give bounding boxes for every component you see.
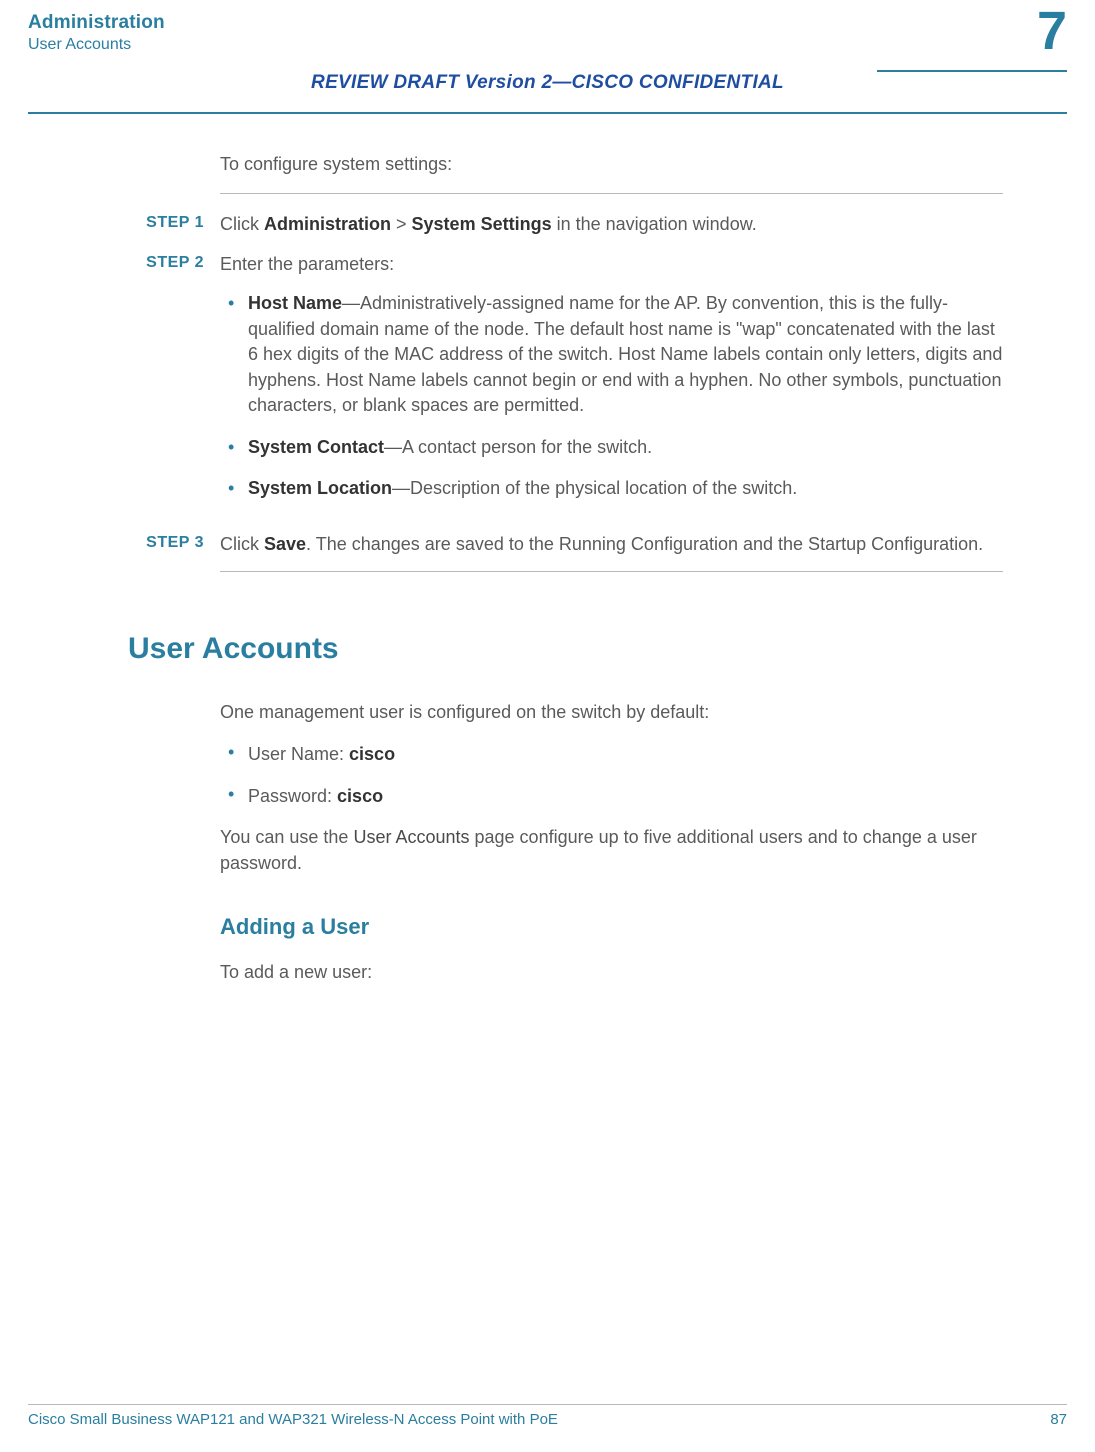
- footer-page-number: 87: [1050, 1411, 1067, 1428]
- step-text: >: [391, 214, 412, 234]
- step-row: STEP 3 Click Save. The changes are saved…: [120, 532, 1003, 558]
- subsection-intro: To add a new user:: [220, 960, 1003, 986]
- bullet-rest: —A contact person for the switch.: [384, 437, 652, 457]
- header-title: Administration: [28, 12, 1067, 34]
- bullet-text: Host Name—Administratively-assigned name…: [248, 291, 1003, 419]
- step-label: STEP 1: [120, 212, 220, 238]
- header-subtitle: User Accounts: [28, 36, 1067, 54]
- step-text: Click: [220, 534, 264, 554]
- step-text: Enter the parameters:: [220, 254, 394, 274]
- usage-text: You can use the User Accounts page confi…: [220, 825, 1003, 876]
- steps-bottom-rule: [220, 571, 1003, 572]
- page-content: To configure system settings: STEP 1 Cli…: [0, 114, 1095, 986]
- page-header: Administration User Accounts 7 REVIEW DR…: [0, 0, 1095, 94]
- footer-product: Cisco Small Business WAP121 and WAP321 W…: [28, 1411, 558, 1428]
- bullet-marker-icon: •: [220, 435, 248, 461]
- bullet-list: • Host Name—Administratively-assigned na…: [220, 291, 1003, 502]
- section-block: User Accounts One management user is con…: [220, 632, 1003, 985]
- bullet-marker-icon: •: [220, 742, 248, 768]
- chapter-number: 7: [1037, 0, 1067, 62]
- bullet-item: • User Name: cisco: [220, 742, 1003, 768]
- bullet-rest: —Administratively-assigned name for the …: [248, 293, 1002, 415]
- default-value: cisco: [349, 744, 395, 764]
- footer-rule: [28, 1404, 1067, 1405]
- bullet-bold: Host Name: [248, 293, 342, 313]
- step-bold: Save: [264, 534, 306, 554]
- bullet-text: System Contact—A contact person for the …: [248, 435, 1003, 461]
- bullet-text: Password: cisco: [248, 784, 1003, 810]
- step-label: STEP 2: [120, 252, 220, 518]
- review-draft-banner: REVIEW DRAFT Version 2—CISCO CONFIDENTIA…: [28, 72, 1067, 94]
- step-text: in the navigation window.: [552, 214, 757, 234]
- step-body: Click Save. The changes are saved to the…: [220, 532, 1003, 558]
- bullet-bold: System Contact: [248, 437, 384, 457]
- chapter-bar: [877, 70, 1067, 72]
- defaults-list: • User Name: cisco • Password: cisco: [220, 742, 1003, 809]
- step-body: Click Administration > System Settings i…: [220, 212, 1003, 238]
- bullet-marker-icon: •: [220, 291, 248, 419]
- steps-top-rule: [220, 193, 1003, 194]
- bullet-bold: System Location: [248, 478, 392, 498]
- default-label: User Name:: [248, 744, 349, 764]
- bullet-item: • Host Name—Administratively-assigned na…: [220, 291, 1003, 419]
- section-heading: User Accounts: [128, 632, 1003, 666]
- default-label: Password:: [248, 786, 337, 806]
- bullet-text: User Name: cisco: [248, 742, 1003, 768]
- step-bold: System Settings: [412, 214, 552, 234]
- bullet-rest: —Description of the physical location of…: [392, 478, 797, 498]
- bullet-item: • System Location—Description of the phy…: [220, 476, 1003, 502]
- default-value: cisco: [337, 786, 383, 806]
- subsection-heading: Adding a User: [220, 914, 1003, 940]
- bullet-item: • Password: cisco: [220, 784, 1003, 810]
- usage-prefix: You can use the: [220, 827, 353, 847]
- step-text: Click: [220, 214, 264, 234]
- step-row: STEP 2 Enter the parameters: • Host Name…: [120, 252, 1003, 518]
- step-text: . The changes are saved to the Running C…: [306, 534, 983, 554]
- bullet-marker-icon: •: [220, 476, 248, 502]
- bullet-item: • System Contact—A contact person for th…: [220, 435, 1003, 461]
- bullet-text: System Location—Description of the physi…: [248, 476, 1003, 502]
- section-intro: One management user is configured on the…: [220, 700, 1003, 726]
- page-footer: Cisco Small Business WAP121 and WAP321 W…: [28, 1404, 1067, 1428]
- step-row: STEP 1 Click Administration > System Set…: [120, 212, 1003, 238]
- footer-row: Cisco Small Business WAP121 and WAP321 W…: [28, 1411, 1067, 1428]
- bullet-marker-icon: •: [220, 784, 248, 810]
- intro-text: To configure system settings:: [220, 154, 1003, 175]
- usage-ref: User Accounts: [353, 827, 469, 847]
- step-bold: Administration: [264, 214, 391, 234]
- step-label: STEP 3: [120, 532, 220, 558]
- step-body: Enter the parameters: • Host Name—Admini…: [220, 252, 1003, 518]
